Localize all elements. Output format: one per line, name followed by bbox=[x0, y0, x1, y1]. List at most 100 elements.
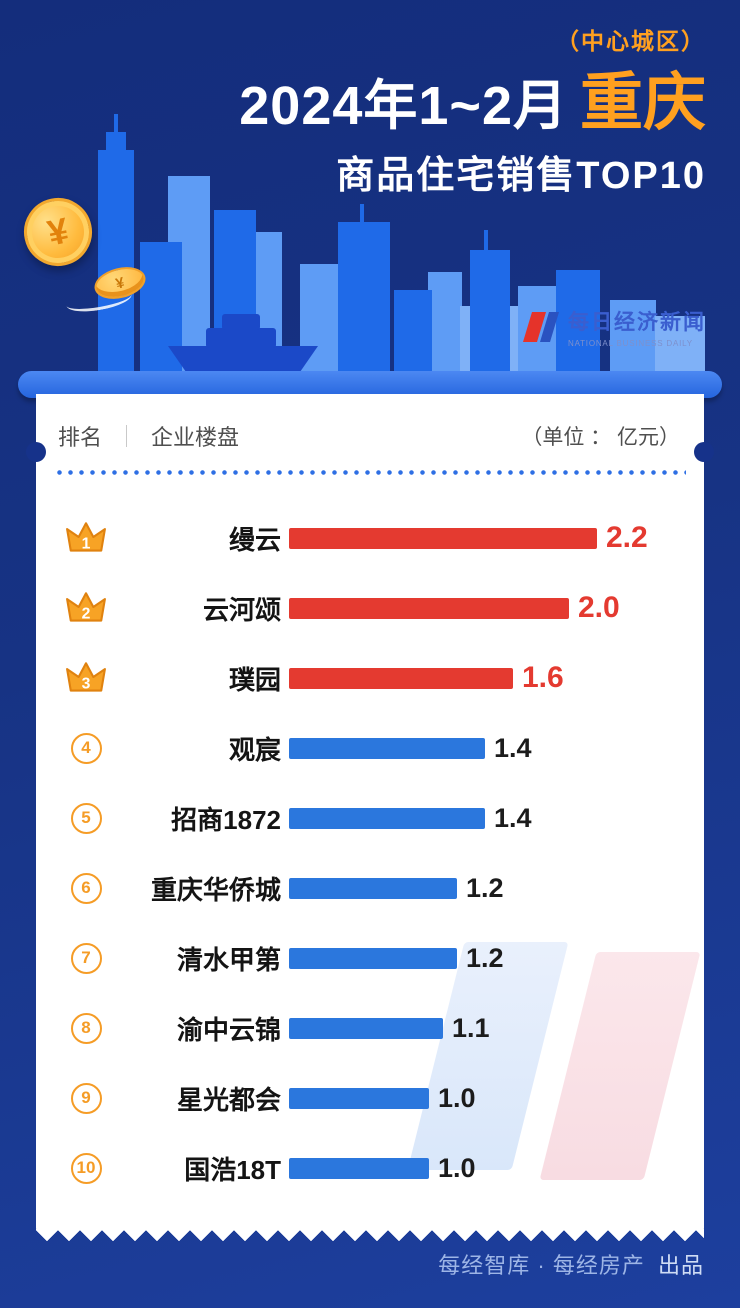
footer-brands: 每经智库 · 每经房产 bbox=[438, 1253, 645, 1278]
value-bar bbox=[289, 737, 485, 759]
svg-text:1: 1 bbox=[82, 536, 91, 553]
nbd-logo-text: 每日经济新闻 NATIONAL BUSINESS DAILY bbox=[568, 306, 706, 348]
rank-badge: 10 bbox=[56, 1152, 116, 1184]
table-row: 2 云河颂 2.0 bbox=[56, 573, 684, 643]
project-name: 观宸 bbox=[228, 734, 281, 765]
region-tag: （中心城区） bbox=[556, 28, 706, 54]
rank-number: 9 bbox=[70, 1082, 102, 1114]
nbd-logo: 每日经济新闻 NATIONAL BUSINESS DAILY bbox=[521, 306, 706, 348]
dotted-divider bbox=[54, 470, 686, 475]
svg-text:3: 3 bbox=[82, 676, 91, 693]
ranking-list: 1 缦云 2.2 2 云河颂 2.0 3 bbox=[36, 503, 704, 1203]
footer-suffix: 出品 bbox=[657, 1253, 704, 1278]
value-bar bbox=[289, 1157, 429, 1179]
yuan-symbol: ¥ bbox=[113, 273, 127, 293]
yuan-symbol: ¥ bbox=[43, 209, 72, 254]
table-row: 7 清水甲第 1.2 bbox=[56, 923, 684, 993]
value-bar bbox=[289, 527, 597, 549]
bar-track: 1.6 bbox=[289, 661, 564, 695]
table-row: 3 璞园 1.6 bbox=[56, 643, 684, 713]
value-label: 2.0 bbox=[578, 591, 620, 624]
column-header-rank: 排名 bbox=[58, 425, 103, 450]
page-title: 2024年1~2月 重庆 bbox=[239, 52, 706, 143]
rank-badge: 4 bbox=[56, 732, 116, 764]
table-header: 排名 企业楼盘 （单位 ： 亿元） bbox=[36, 394, 704, 452]
project-name: 云河颂 bbox=[202, 594, 281, 625]
project-name: 星光都会 bbox=[176, 1084, 281, 1115]
rank-badge: 3 bbox=[56, 660, 116, 696]
bar-track: 1.0 bbox=[289, 1153, 476, 1184]
crown-icon: 2 bbox=[66, 592, 106, 623]
value-bar bbox=[289, 947, 457, 969]
value-bar bbox=[289, 1017, 443, 1039]
crown-icon: 3 bbox=[66, 662, 106, 693]
rank-badge: 5 bbox=[56, 802, 116, 834]
value-bar bbox=[289, 807, 485, 829]
ticket-top-bar bbox=[18, 371, 722, 398]
svg-text:2: 2 bbox=[82, 606, 91, 623]
project-name: 国浩18T bbox=[184, 1154, 281, 1185]
bar-track: 1.1 bbox=[289, 1013, 490, 1044]
title-period: 2024年1~2月 bbox=[239, 76, 568, 136]
page-subtitle: 商品住宅销售TOP10 bbox=[336, 155, 706, 197]
nbd-logo-en: NATIONAL BUSINESS DAILY bbox=[568, 339, 693, 348]
value-bar bbox=[289, 667, 513, 689]
table-row: 4 观宸 1.4 bbox=[56, 713, 684, 783]
bar-track: 1.2 bbox=[289, 943, 504, 974]
project-name: 招商1872 bbox=[171, 804, 281, 835]
value-bar bbox=[289, 877, 457, 899]
rank-badge: 6 bbox=[56, 872, 116, 904]
rank-number: 10 bbox=[70, 1152, 102, 1184]
table-row: 9 星光都会 1.0 bbox=[56, 1063, 684, 1133]
value-label: 1.0 bbox=[438, 1082, 476, 1113]
rank-badge: 7 bbox=[56, 942, 116, 974]
table-row: 8 渝中云锦 1.1 bbox=[56, 993, 684, 1063]
ticket-zigzag-edge bbox=[36, 1229, 704, 1241]
ranking-card: 排名 企业楼盘 （单位 ： 亿元） 1 缦云 2.2 2 bbox=[26, 394, 714, 1241]
project-name: 璞园 bbox=[228, 664, 281, 695]
table-row: 10 国浩18T 1.0 bbox=[56, 1133, 684, 1203]
project-name: 渝中云锦 bbox=[176, 1014, 281, 1045]
value-bar bbox=[289, 1087, 429, 1109]
title-city: 重庆 bbox=[580, 68, 706, 138]
value-label: 1.4 bbox=[494, 732, 532, 763]
footer-credit: 每经智库 · 每经房产 出品 bbox=[438, 1248, 704, 1280]
value-label: 1.1 bbox=[452, 1012, 490, 1043]
bar-track: 1.4 bbox=[289, 733, 532, 764]
nbd-logo-icon bbox=[523, 312, 559, 342]
rank-number: 5 bbox=[70, 802, 102, 834]
value-label: 2.2 bbox=[606, 521, 648, 554]
bar-track: 2.2 bbox=[289, 521, 648, 555]
bar-track: 2.0 bbox=[289, 591, 620, 625]
bar-track: 1.0 bbox=[289, 1083, 476, 1114]
table-row: 1 缦云 2.2 bbox=[56, 503, 684, 573]
rank-number: 7 bbox=[70, 942, 102, 974]
rank-badge: 8 bbox=[56, 1012, 116, 1044]
rank-number: 6 bbox=[70, 872, 102, 904]
bar-track: 1.4 bbox=[289, 803, 532, 834]
rank-number: 4 bbox=[70, 732, 102, 764]
city-skyline-illustration bbox=[98, 114, 705, 374]
rank-badge: 2 bbox=[56, 590, 116, 626]
rank-number: 8 bbox=[70, 1012, 102, 1044]
value-bar bbox=[289, 597, 569, 619]
column-header-project: 企业楼盘 bbox=[151, 425, 240, 450]
bar-track: 1.2 bbox=[289, 873, 504, 904]
value-label: 1.0 bbox=[438, 1152, 476, 1183]
rank-badge: 1 bbox=[56, 520, 116, 556]
value-label: 1.6 bbox=[522, 661, 564, 694]
rank-badge: 9 bbox=[56, 1082, 116, 1114]
project-name: 重庆华侨城 bbox=[150, 874, 281, 905]
value-label: 1.4 bbox=[494, 802, 532, 833]
nbd-logo-cn: 每日经济新闻 bbox=[568, 311, 706, 334]
ticket-notch-left bbox=[26, 442, 46, 462]
unit-label: （单位 ： 亿元） bbox=[521, 426, 680, 449]
column-divider bbox=[126, 425, 128, 447]
project-name: 清水甲第 bbox=[176, 944, 281, 975]
project-name: 缦云 bbox=[228, 524, 281, 555]
table-row: 5 招商1872 1.4 bbox=[56, 783, 684, 853]
value-label: 1.2 bbox=[466, 872, 504, 903]
ticket-notch-right bbox=[694, 442, 714, 462]
crown-icon: 1 bbox=[66, 522, 106, 553]
